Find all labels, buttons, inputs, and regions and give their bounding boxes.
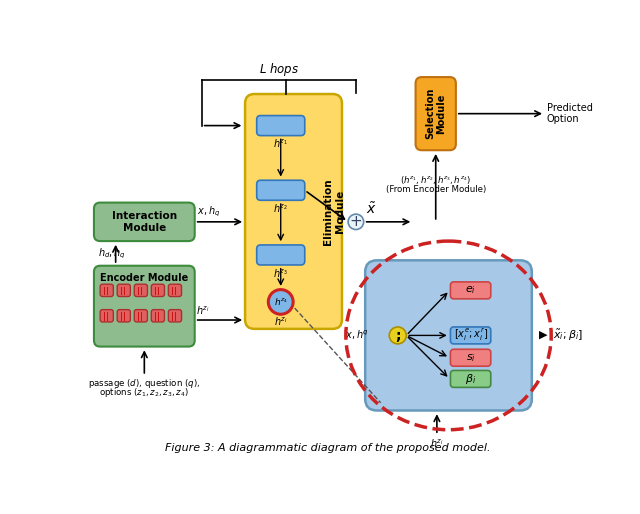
FancyBboxPatch shape (245, 94, 342, 329)
Text: Encoder Module: Encoder Module (100, 272, 188, 283)
Text: Selection
Module: Selection Module (425, 88, 447, 139)
FancyBboxPatch shape (415, 77, 456, 150)
Text: $h^{z_2}$: $h^{z_2}$ (273, 203, 288, 215)
Text: options ($z_1,z_2,z_3,z_4$): options ($z_1,z_2,z_3,z_4$) (99, 386, 189, 399)
FancyBboxPatch shape (117, 284, 131, 297)
FancyBboxPatch shape (94, 266, 195, 346)
Text: Elimination
Module: Elimination Module (323, 178, 345, 245)
FancyBboxPatch shape (134, 284, 147, 297)
Text: (From Encoder Module): (From Encoder Module) (385, 185, 486, 194)
Text: $h^{z_i}$: $h^{z_i}$ (196, 304, 210, 317)
Text: passage ($d$), question ($q$),: passage ($d$), question ($q$), (88, 377, 200, 390)
FancyBboxPatch shape (134, 309, 147, 322)
Text: $h^{z_4}$: $h^{z_4}$ (274, 297, 288, 307)
FancyBboxPatch shape (94, 203, 195, 241)
Text: ;: ; (395, 329, 401, 343)
Text: Figure 3: A diagrammatic diagram of the proposed model.: Figure 3: A diagrammatic diagram of the … (165, 443, 491, 453)
FancyBboxPatch shape (151, 309, 164, 322)
Text: $L$ hops: $L$ hops (259, 61, 299, 78)
FancyBboxPatch shape (451, 327, 491, 344)
FancyBboxPatch shape (257, 180, 305, 200)
FancyBboxPatch shape (257, 116, 305, 136)
FancyBboxPatch shape (451, 282, 491, 299)
Text: $h_d, h_q$: $h_d, h_q$ (98, 246, 126, 261)
FancyBboxPatch shape (100, 284, 113, 297)
Text: $\tilde{x}$: $\tilde{x}$ (366, 201, 377, 217)
Circle shape (389, 327, 406, 344)
FancyBboxPatch shape (168, 309, 182, 322)
Text: $e_i$: $e_i$ (465, 284, 476, 296)
Text: $\beta_i$: $\beta_i$ (465, 372, 476, 386)
Text: $h^{z_i}$: $h^{z_i}$ (430, 437, 444, 450)
Text: $x, h_q$: $x, h_q$ (197, 205, 220, 219)
Text: $s_i$: $s_i$ (466, 352, 476, 363)
FancyBboxPatch shape (168, 284, 182, 297)
Text: $(h^{z_1},h^{z_2},h^{z_3},h^{z_4})$: $(h^{z_1},h^{z_2},h^{z_3},h^{z_4})$ (400, 174, 471, 186)
Text: $h^{z_3}$: $h^{z_3}$ (273, 267, 288, 280)
Circle shape (348, 214, 364, 230)
Text: $x, h^q$: $x, h^q$ (345, 329, 369, 342)
Circle shape (268, 289, 293, 314)
FancyBboxPatch shape (451, 350, 491, 366)
FancyBboxPatch shape (257, 245, 305, 265)
Text: $h^{z_1}$: $h^{z_1}$ (273, 138, 288, 150)
Text: $h^{z_i}$: $h^{z_i}$ (274, 316, 287, 328)
FancyBboxPatch shape (100, 309, 113, 322)
Text: Interaction
Module: Interaction Module (112, 211, 177, 233)
FancyBboxPatch shape (151, 284, 164, 297)
Text: Predicted
Option: Predicted Option (547, 103, 593, 124)
Text: $[x_i^e; x_i^r]$: $[x_i^e; x_i^r]$ (454, 327, 488, 343)
FancyBboxPatch shape (451, 371, 491, 388)
FancyBboxPatch shape (365, 260, 532, 411)
Text: $\blacktriangleright [\tilde{x}_i; \beta_i]$: $\blacktriangleright [\tilde{x}_i; \beta… (536, 328, 583, 343)
FancyBboxPatch shape (117, 309, 131, 322)
Text: +: + (349, 214, 362, 229)
